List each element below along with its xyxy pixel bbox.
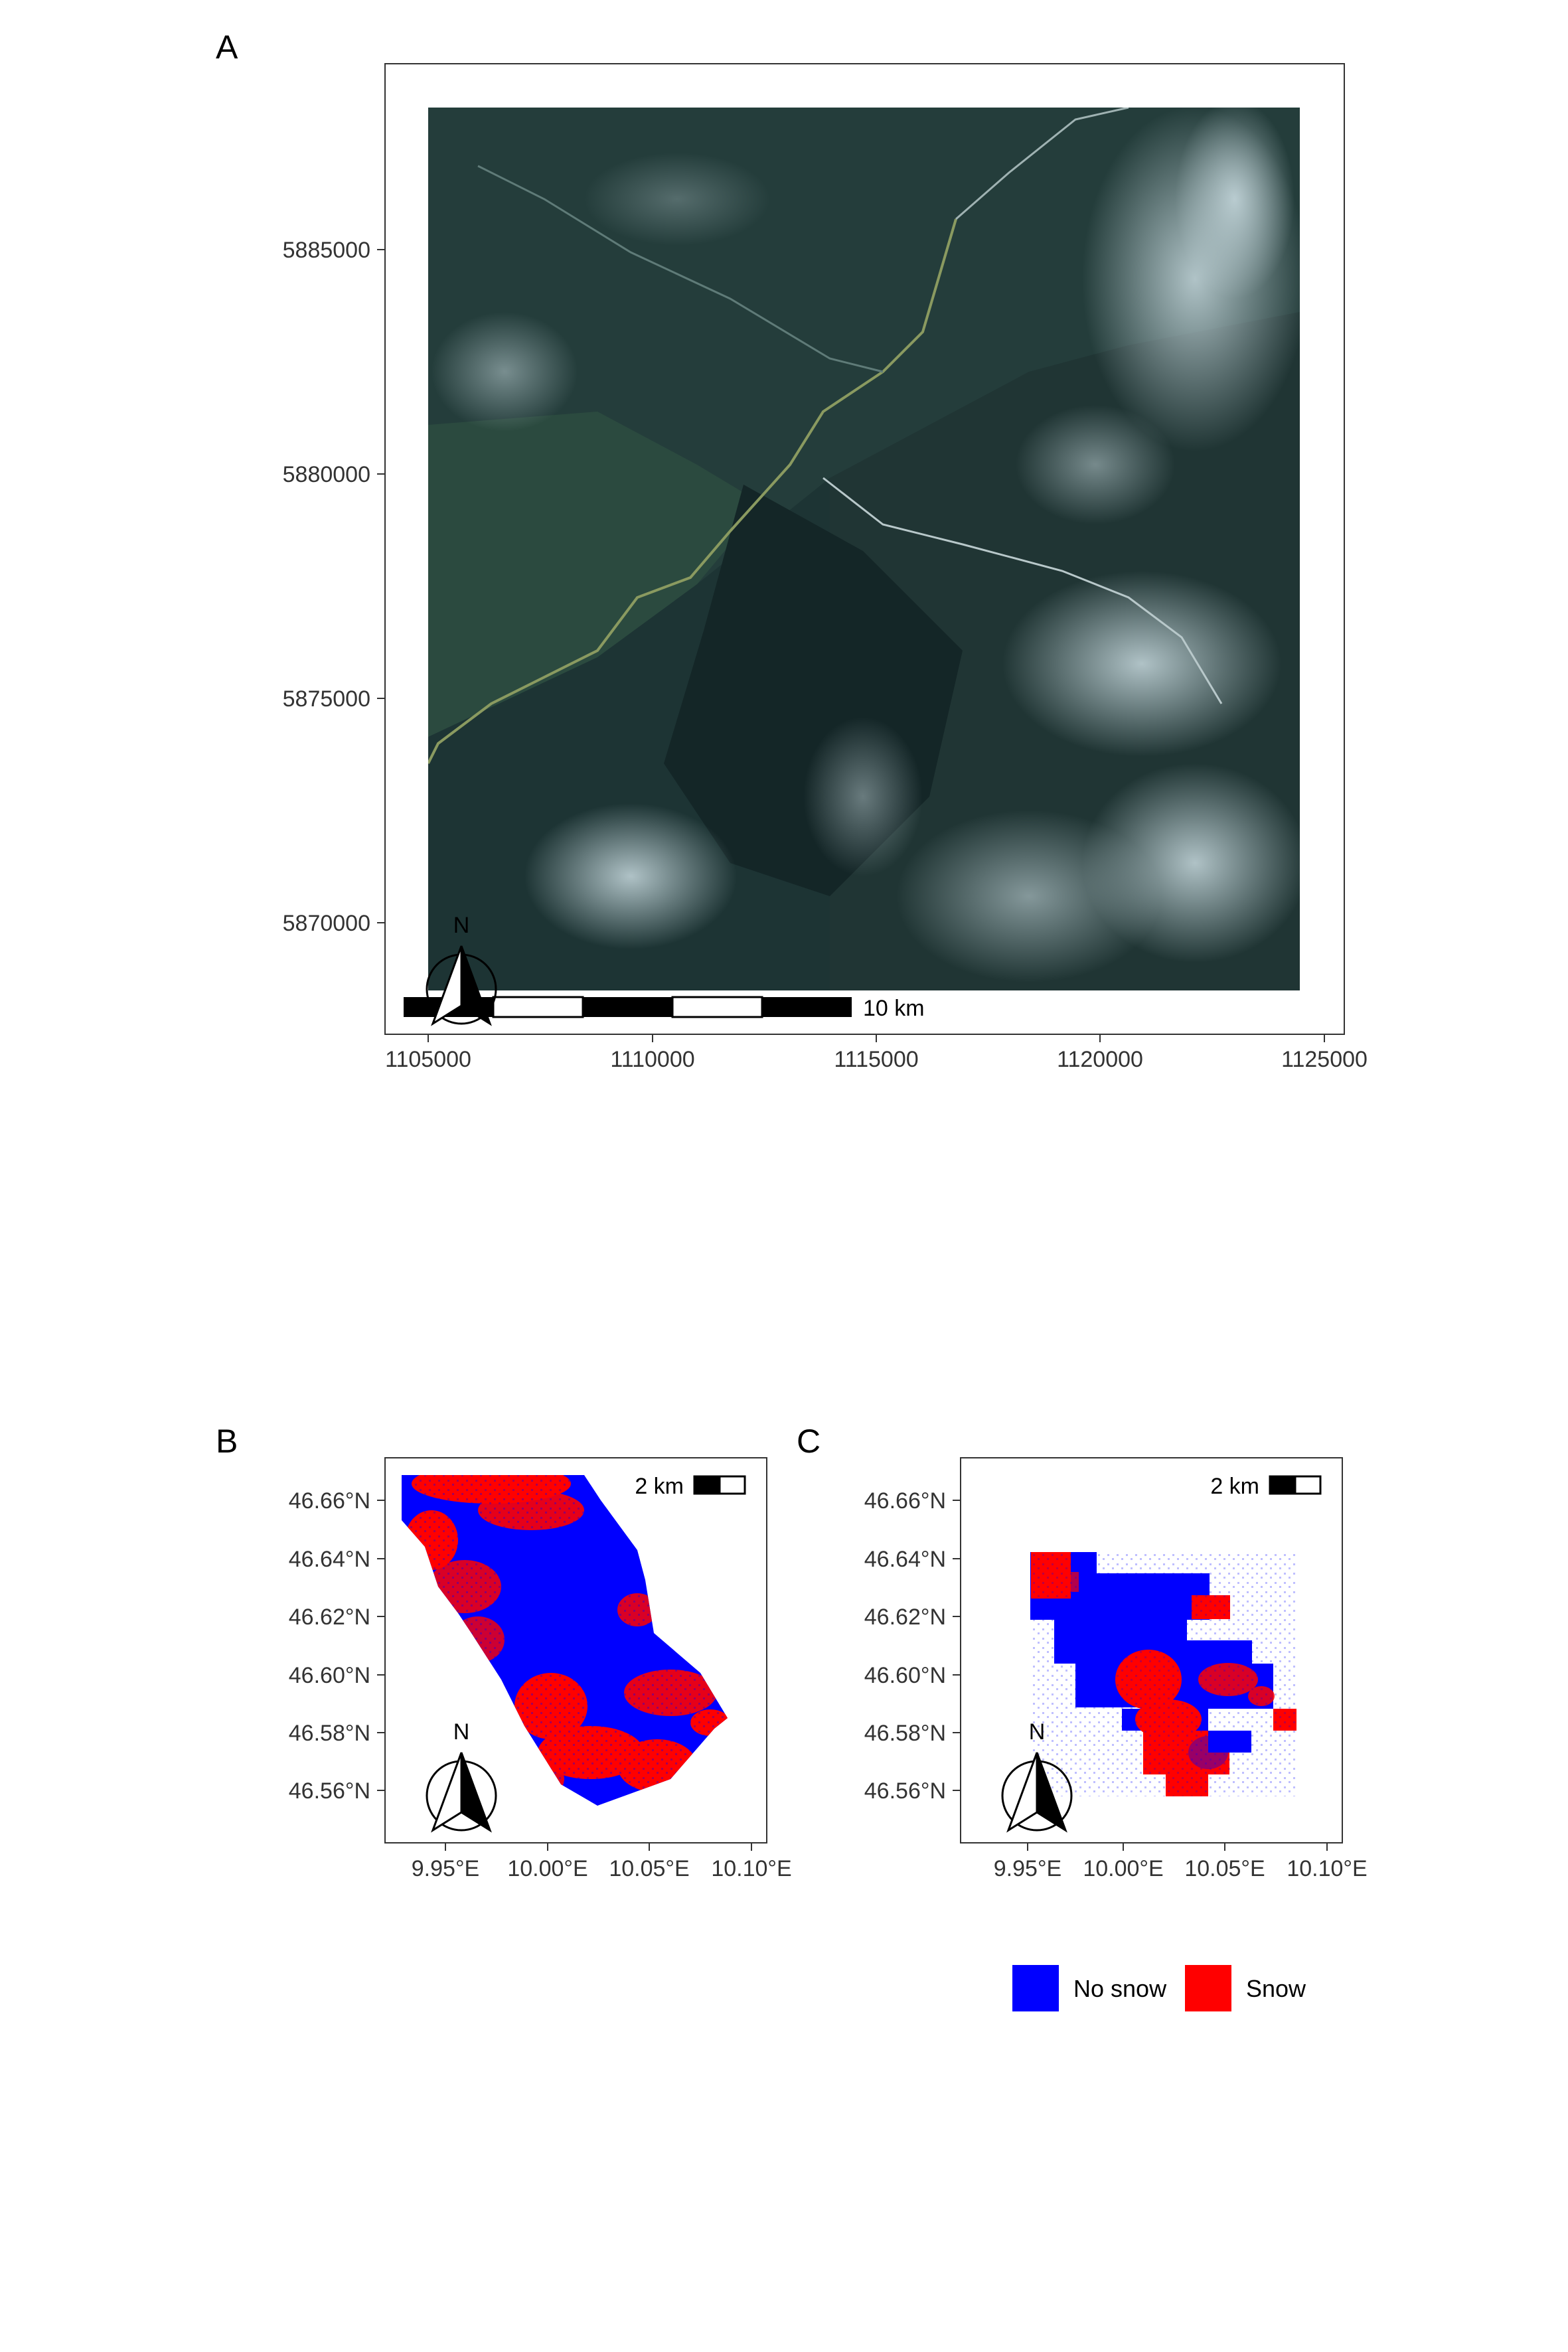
panel-c-label: C xyxy=(797,1423,821,1460)
x-tick-label: 10.10°E xyxy=(1287,1856,1367,1881)
y-tick-label: 46.62°N xyxy=(864,1605,946,1630)
x-tick-label: 10.05°E xyxy=(1184,1856,1265,1881)
panel-a-ticks xyxy=(377,249,1325,1042)
x-tick-label: 1105000 xyxy=(385,1047,471,1072)
panel-b: B xyxy=(216,1423,792,1881)
y-tick-label: 46.62°N xyxy=(289,1605,370,1630)
y-tick-label: 46.58°N xyxy=(289,1721,370,1746)
panel-c-y-axis: 46.66°N 46.64°N 46.62°N 46.60°N 46.58°N … xyxy=(864,1488,946,1804)
north-arrow-icon: N xyxy=(1001,1719,1073,1833)
scale-bar-label: 2 km xyxy=(635,1474,684,1499)
panel-a: A xyxy=(216,29,1368,1072)
x-tick-label: 10.05°E xyxy=(609,1856,689,1881)
scale-bar-label: 10 km xyxy=(863,996,925,1021)
panel-c-ticks xyxy=(953,1500,1328,1851)
x-tick-label: 9.95°E xyxy=(994,1856,1061,1881)
y-tick-label: 46.66°N xyxy=(864,1488,946,1514)
panel-a-y-axis: 5885000 5880000 5875000 5870000 xyxy=(283,238,370,936)
y-tick-label: 5885000 xyxy=(283,238,370,263)
north-arrow-icon: N xyxy=(426,1719,497,1833)
north-label: N xyxy=(1029,1719,1046,1745)
panel-c: C xyxy=(797,1423,1368,1881)
legend: No snow Snow xyxy=(1012,1965,1306,2011)
legend-swatch-snow xyxy=(1185,1965,1231,2011)
y-tick-label: 46.64°N xyxy=(864,1547,946,1572)
panel-a-x-axis: 1105000 1110000 1115000 1120000 1125000 xyxy=(385,1047,1368,1072)
y-tick-label: 46.58°N xyxy=(864,1721,946,1746)
north-arrow-icon: N xyxy=(426,913,497,1026)
y-tick-label: 46.66°N xyxy=(289,1488,370,1514)
y-tick-label: 46.64°N xyxy=(289,1547,370,1572)
y-tick-label: 5875000 xyxy=(283,686,370,712)
panel-c-x-axis: 9.95°E 10.00°E 10.05°E 10.10°E xyxy=(994,1856,1368,1881)
panel-b-y-axis: 46.66°N 46.64°N 46.62°N 46.60°N 46.58°N … xyxy=(289,1488,370,1804)
legend-label-snow: Snow xyxy=(1246,1975,1306,2002)
y-tick-label: 5870000 xyxy=(283,911,370,936)
legend-swatch-no-snow xyxy=(1012,1965,1059,2011)
x-tick-label: 1120000 xyxy=(1057,1047,1143,1072)
x-tick-label: 10.00°E xyxy=(507,1856,588,1881)
y-tick-label: 46.60°N xyxy=(289,1663,370,1688)
x-tick-label: 1125000 xyxy=(1281,1047,1368,1072)
x-tick-label: 1115000 xyxy=(834,1047,918,1072)
north-label: N xyxy=(453,913,470,938)
y-tick-label: 46.56°N xyxy=(289,1778,370,1804)
x-tick-label: 10.10°E xyxy=(711,1856,791,1881)
panel-b-ticks xyxy=(377,1500,752,1851)
panel-b-x-axis: 9.95°E 10.00°E 10.05°E 10.10°E xyxy=(412,1856,792,1881)
y-tick-label: 5880000 xyxy=(283,462,370,487)
panel-b-label: B xyxy=(216,1423,238,1460)
x-tick-label: 10.00°E xyxy=(1083,1856,1163,1881)
north-label: N xyxy=(453,1719,470,1745)
satellite-imagery xyxy=(428,108,1300,990)
y-tick-label: 46.56°N xyxy=(864,1778,946,1804)
panel-a-label: A xyxy=(216,29,238,66)
legend-label-no-snow: No snow xyxy=(1073,1975,1167,2002)
scale-bar-label: 2 km xyxy=(1210,1474,1259,1499)
x-tick-label: 1110000 xyxy=(610,1047,694,1072)
scale-bar-icon: 2 km xyxy=(1210,1474,1322,1499)
y-tick-label: 46.60°N xyxy=(864,1663,946,1688)
x-tick-label: 9.95°E xyxy=(412,1856,479,1881)
snow-classification-map-c xyxy=(1030,1552,1296,1796)
scale-bar-icon: 2 km xyxy=(635,1474,746,1499)
